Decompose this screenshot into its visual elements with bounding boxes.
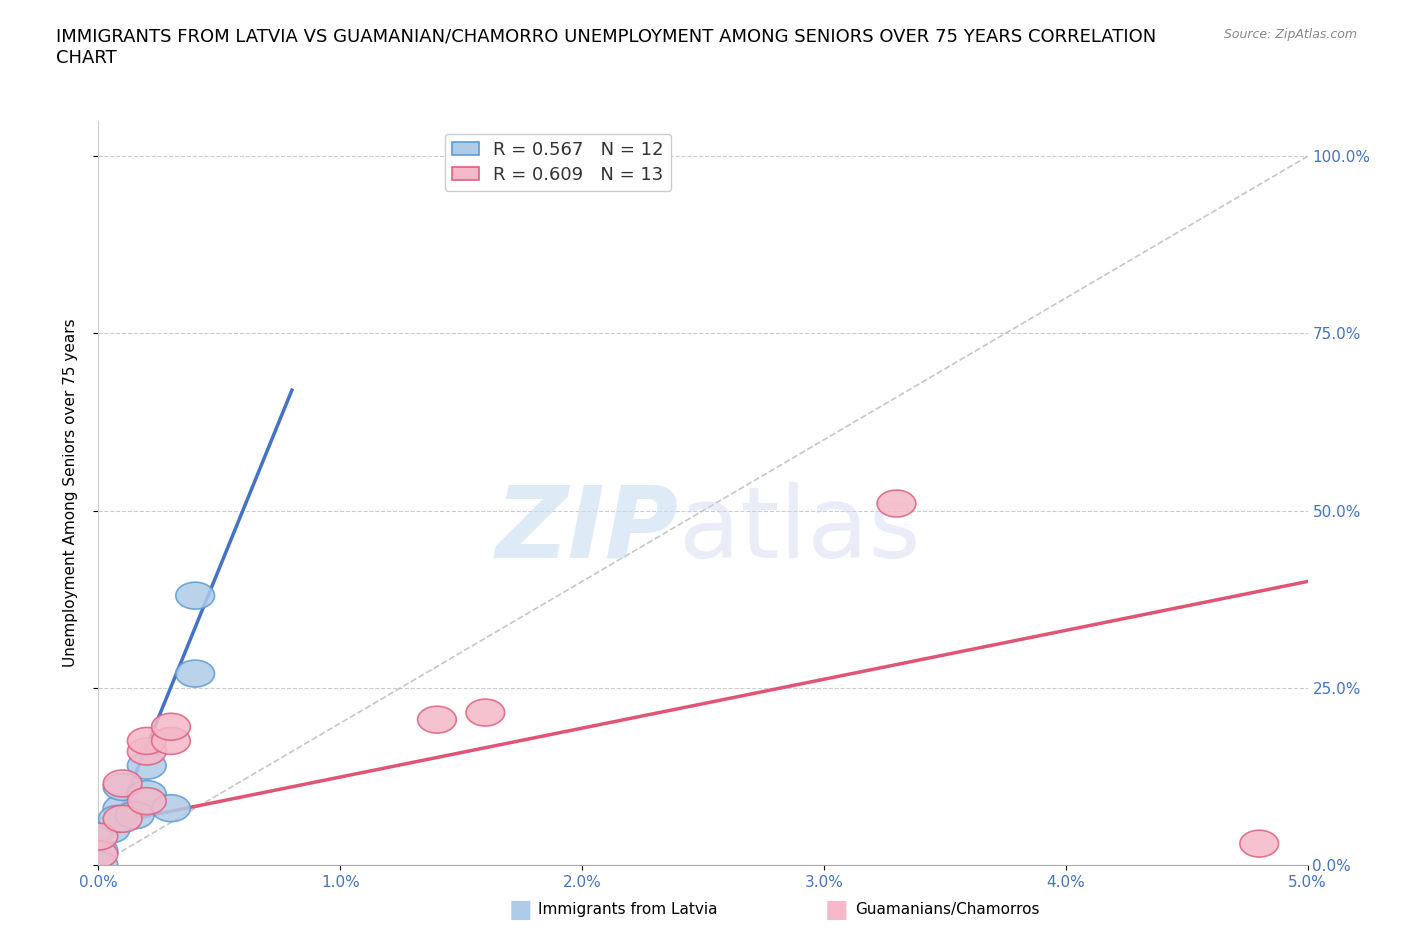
Ellipse shape [418,706,457,733]
Ellipse shape [79,841,118,868]
Text: IMMIGRANTS FROM LATVIA VS GUAMANIAN/CHAMORRO UNEMPLOYMENT AMONG SENIORS OVER 75 : IMMIGRANTS FROM LATVIA VS GUAMANIAN/CHAM… [56,28,1157,67]
Ellipse shape [103,774,142,801]
Ellipse shape [103,795,142,822]
Ellipse shape [176,582,215,609]
Text: Guamanians/Chamorros: Guamanians/Chamorros [855,902,1039,917]
Ellipse shape [128,738,166,765]
Text: Source: ZipAtlas.com: Source: ZipAtlas.com [1223,28,1357,41]
Ellipse shape [91,816,129,843]
Text: ■: ■ [825,897,848,922]
Ellipse shape [152,713,190,740]
Ellipse shape [465,699,505,726]
Ellipse shape [128,727,166,754]
Ellipse shape [115,802,155,829]
Ellipse shape [79,852,118,878]
Ellipse shape [103,805,142,832]
Text: ■: ■ [509,897,531,922]
Ellipse shape [79,823,118,850]
Ellipse shape [1240,830,1278,857]
Ellipse shape [152,727,190,754]
Ellipse shape [128,780,166,807]
Text: atlas: atlas [679,482,921,578]
Ellipse shape [98,805,138,832]
Ellipse shape [176,660,215,687]
Text: Immigrants from Latvia: Immigrants from Latvia [538,902,718,917]
Ellipse shape [877,490,915,517]
Ellipse shape [128,788,166,815]
Ellipse shape [103,770,142,797]
Y-axis label: Unemployment Among Seniors over 75 years: Unemployment Among Seniors over 75 years [63,319,77,667]
Legend: R = 0.567   N = 12, R = 0.609   N = 13: R = 0.567 N = 12, R = 0.609 N = 13 [444,134,671,192]
Ellipse shape [79,837,118,864]
Ellipse shape [152,795,190,822]
Text: ZIP: ZIP [496,482,679,578]
Ellipse shape [128,752,166,779]
